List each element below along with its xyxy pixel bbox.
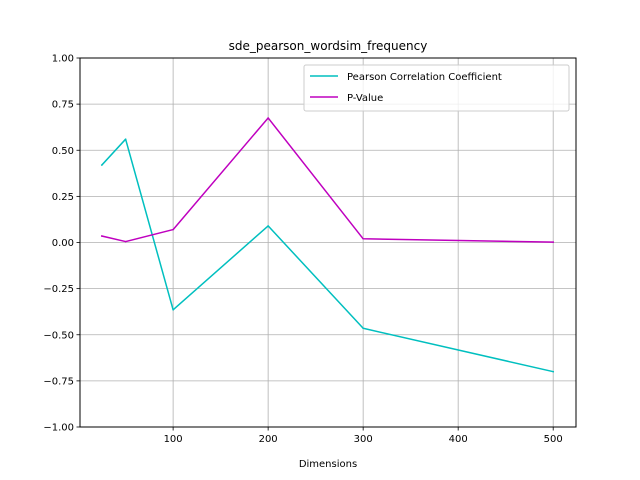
legend-label-pearson: Pearson Correlation Coefficient [347,72,502,83]
x-tick-label: 200 [259,434,278,445]
y-tick-label: 0.00 [52,238,74,249]
y-tick-label: −0.75 [43,376,74,387]
series-line-p-value [100,117,554,243]
data-point-p-value [124,240,127,243]
series-lines [100,117,555,373]
data-point-pearson [124,138,127,140]
chart-title: sde_pearson_wordsim_frequency [229,39,428,53]
y-tick-label: 0.75 [52,100,74,111]
x-axis-label: Dimensions [299,459,357,470]
y-tick-label: −0.50 [43,330,74,341]
data-point-p-value [172,228,174,231]
legend-box [303,64,570,112]
data-point-p-value [267,117,269,119]
data-point-pearson [552,370,554,373]
legend: Pearson Correlation Coefficient P-Value [303,64,570,112]
series-line-pearson [100,138,555,373]
y-tick-label: −0.25 [43,284,74,295]
data-point-p-value [362,238,364,240]
y-axis-ticks: −1.00 −0.75 −0.50 −0.25 0.00 0.25 0.50 0.75 1.00 [43,54,80,434]
legend-label-p-value: P-Value [347,93,383,104]
data-point-pearson [101,164,103,166]
x-tick-label: 500 [544,434,563,445]
y-tick-label: −1.00 [43,423,74,434]
x-axis-ticks: 100 200 300 400 500 [164,427,563,445]
y-tick-label: 0.50 [52,146,74,157]
data-point-p-value [552,241,554,243]
y-tick-label: 0.25 [52,192,74,203]
data-point-pearson [172,309,174,311]
y-tick-label: 1.00 [52,54,74,65]
data-point-pearson [267,225,269,227]
x-tick-label: 100 [164,434,183,445]
x-tick-label: 400 [449,434,468,445]
x-tick-label: 300 [354,434,373,445]
data-point-pearson [362,327,364,330]
data-point-p-value [101,235,103,237]
